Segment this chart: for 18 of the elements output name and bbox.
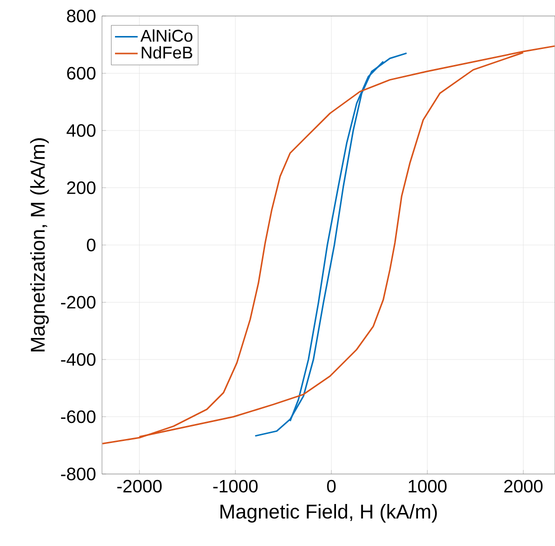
x-tick-label: 1000 bbox=[408, 480, 447, 493]
y-tick-label: 600 bbox=[67, 66, 96, 80]
x-tick-label: -1000 bbox=[213, 480, 258, 493]
y-tick-label: 0 bbox=[86, 238, 96, 252]
y-axis-title: Magnetization, M (kA/m) bbox=[30, 138, 49, 352]
x-tick-label: -2000 bbox=[117, 480, 162, 493]
y-tick-label: -200 bbox=[61, 296, 96, 309]
y-tick-label: 400 bbox=[66, 124, 96, 137]
x-tick-label: 0 bbox=[327, 480, 336, 493]
y-tick-label: -800 bbox=[61, 468, 96, 480]
x-tick-label: 2000 bbox=[504, 480, 543, 493]
y-tick-label: -600 bbox=[61, 410, 96, 424]
x-axis-title: Magnetic Field, H (kA/m) bbox=[220, 504, 437, 523]
legend-label: NdFeB bbox=[142, 46, 192, 59]
legend-label: AlNiCo bbox=[140, 29, 192, 42]
y-tick-label: 200 bbox=[67, 181, 96, 194]
y-tick-label: 800 bbox=[67, 10, 96, 22]
y-tick-label: -400 bbox=[61, 353, 96, 366]
